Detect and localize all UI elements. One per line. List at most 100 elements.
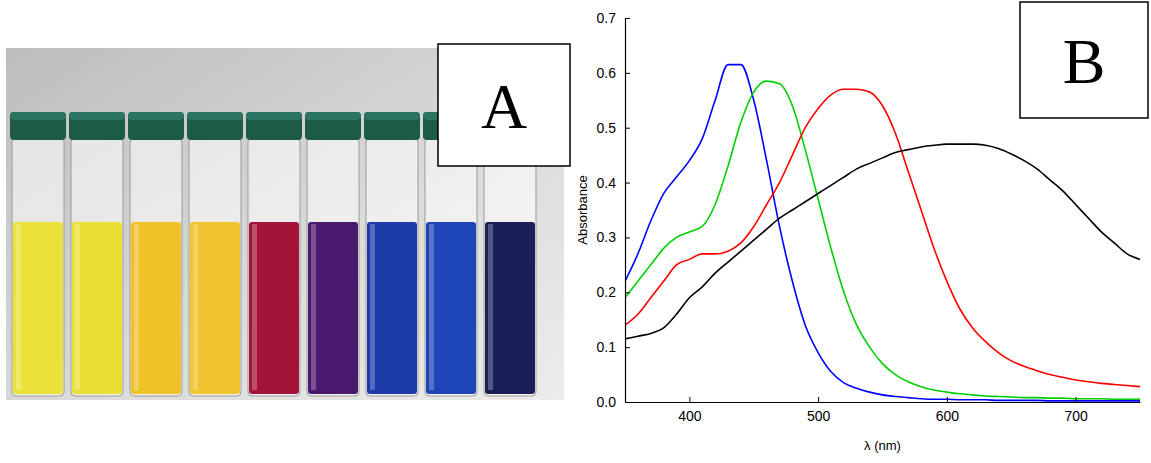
y-tick: 0.0 (597, 394, 630, 410)
panel-b: 400 500 600 700 0.0 0.1 0.2 0.3 0.4 0.5 0.6 0.7 λ (n… (575, 2, 1148, 453)
vial-liquid (13, 222, 63, 394)
y-tick-label: 0.5 (597, 120, 617, 136)
vial-liquid (485, 222, 535, 394)
x-tick: 400 (678, 397, 702, 424)
vial-highlight (193, 224, 198, 390)
x-tick-label: 700 (1064, 408, 1088, 424)
y-tick-mark (625, 73, 630, 74)
vial-highlight (252, 224, 257, 390)
x-tick-label: 400 (678, 408, 702, 424)
vial-highlight (429, 224, 434, 390)
vial-cap-top (187, 112, 243, 120)
vial-glass (425, 138, 477, 396)
x-tick: 600 (936, 397, 960, 424)
vial (246, 112, 302, 396)
x-axis-title: λ (nm) (864, 438, 901, 453)
x-tick-mark (947, 397, 948, 402)
vial (10, 112, 66, 396)
vial-cap (10, 112, 66, 140)
vial (128, 112, 184, 396)
vial-glass (366, 138, 418, 396)
y-tick: 0.4 (597, 175, 630, 191)
x-tick-mark (818, 397, 819, 402)
x-axis-line (626, 402, 1141, 403)
x-tick-mark (689, 397, 690, 402)
y-tick-label: 0.3 (597, 229, 617, 245)
y-tick-label: 0.4 (597, 175, 617, 191)
vial-cap-top (69, 112, 125, 120)
x-tick-label: 600 (936, 408, 960, 424)
vial-glass (12, 138, 64, 396)
y-tick: 0.1 (597, 339, 630, 355)
vial-highlight (488, 224, 493, 390)
spectrum-line (625, 89, 1140, 386)
y-tick: 0.6 (597, 65, 630, 81)
vial-cap (364, 112, 420, 140)
photo-background (6, 48, 564, 400)
vial-cap-top (246, 112, 302, 120)
y-tick: 0.7 (597, 10, 630, 26)
vial-glass (130, 138, 182, 396)
vial-cap (69, 112, 125, 140)
vial-cap (128, 112, 184, 140)
vial-cap-top (128, 112, 184, 120)
vial-cap (187, 112, 243, 140)
vial-glass (71, 138, 123, 396)
vial-highlight (370, 224, 375, 390)
panel-a: A (6, 44, 570, 400)
vial-liquid (190, 222, 240, 394)
y-axis-line (625, 19, 626, 403)
figure: A 400 500 600 700 0.0 0.1 0.2 0.3 0.4 0.5 0.6 0.7 λ (… (0, 0, 1151, 463)
vial-glass (189, 138, 241, 396)
vial-liquid (72, 222, 122, 394)
vial-cap-top (10, 112, 66, 120)
vial-liquid (426, 222, 476, 394)
panel-label: A (481, 71, 527, 142)
x-tick: 700 (1064, 397, 1088, 424)
vial-highlight (16, 224, 21, 390)
vial-highlight (134, 224, 139, 390)
y-tick-mark (625, 18, 630, 19)
vial (305, 112, 361, 396)
y-tick-label: 0.2 (597, 284, 617, 300)
panel-label: B (1063, 26, 1106, 97)
vial-liquid (308, 222, 358, 394)
vial-highlight (311, 224, 316, 390)
y-tick-mark (625, 347, 630, 348)
vial-glass (248, 138, 300, 396)
vial-liquid (131, 222, 181, 394)
panel-label-box (438, 44, 570, 166)
y-tick-label: 0.6 (597, 65, 617, 81)
y-tick-mark (625, 183, 630, 184)
x-tick-label: 500 (807, 408, 831, 424)
y-tick: 0.2 (597, 284, 630, 300)
vial (187, 112, 243, 396)
y-tick-label: 0.1 (597, 339, 617, 355)
spectrum-line (625, 144, 1140, 339)
x-axis: 400 500 600 700 (626, 397, 1141, 424)
vial (69, 112, 125, 396)
y-axis: 0.0 0.1 0.2 0.3 0.4 0.5 0.6 0.7 (597, 10, 630, 410)
y-tick-label: 0.0 (597, 394, 617, 410)
spectrum-line (625, 81, 1140, 399)
y-tick: 0.3 (597, 229, 630, 245)
vial-liquid (367, 222, 417, 394)
y-tick-label: 0.7 (597, 10, 617, 26)
y-tick-mark (625, 128, 630, 129)
y-tick: 0.5 (597, 120, 630, 136)
vial-highlight (75, 224, 80, 390)
x-tick: 500 (807, 397, 831, 424)
vial-cap (246, 112, 302, 140)
y-tick-mark (625, 402, 630, 403)
y-tick-mark (625, 237, 630, 238)
vial-cap-top (305, 112, 361, 120)
vial (364, 112, 420, 396)
x-tick-mark (1076, 397, 1077, 402)
vial-cap-top (364, 112, 420, 120)
panel-label-box (1020, 2, 1148, 118)
vial-glass (307, 138, 359, 396)
vial-cap (305, 112, 361, 140)
y-tick-mark (625, 292, 630, 293)
vial-glass (484, 138, 536, 396)
y-axis-title: Absorbance (575, 175, 590, 244)
